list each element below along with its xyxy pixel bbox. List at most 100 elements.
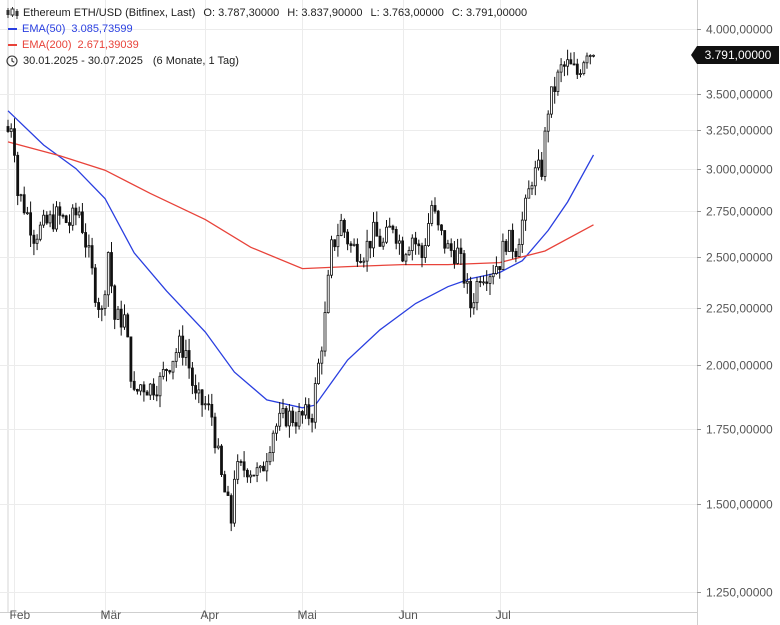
candle [284, 406, 288, 428]
candle [155, 385, 159, 402]
candle [427, 213, 430, 247]
candle-body [475, 280, 479, 304]
candle-body [200, 389, 204, 406]
candle-body [472, 302, 476, 309]
candle [378, 228, 382, 247]
candle-body [569, 59, 573, 65]
candle [126, 312, 130, 338]
candle [579, 69, 582, 78]
candle [51, 203, 55, 232]
candle-body [113, 285, 117, 320]
candle [330, 235, 333, 279]
candle-body [553, 86, 557, 93]
candle-body [452, 250, 456, 264]
candle-body [87, 245, 91, 248]
y-tick-label: 2.000,00000 [706, 359, 773, 373]
candle-body [410, 237, 414, 251]
candle-body [9, 128, 13, 132]
candle-body [368, 240, 372, 249]
candle-body [291, 410, 295, 424]
candle-body [64, 215, 68, 223]
ema50-line [7, 110, 595, 409]
candle [472, 293, 476, 315]
candle-body [469, 280, 473, 309]
candle-body [572, 63, 576, 66]
candle [527, 180, 531, 199]
candle [320, 346, 324, 375]
candle-body [110, 252, 113, 287]
candle [220, 444, 223, 477]
candle [517, 238, 521, 257]
candle [388, 217, 392, 228]
candle-body [352, 243, 356, 246]
candle-body [126, 314, 130, 338]
legend-ema200[interactable]: EMA(200) 2.671,39039 [6, 37, 535, 53]
candle [174, 348, 178, 368]
date-range-detail: (6 Monate, 1 Tag) [152, 55, 239, 67]
candle-body [19, 194, 23, 197]
y-tick-label: 2.750,00000 [706, 205, 773, 219]
candle [556, 69, 560, 96]
candle [368, 240, 372, 259]
candle [511, 223, 515, 259]
candle-body [530, 185, 534, 190]
candle-body [391, 225, 395, 230]
candle-body [488, 276, 492, 284]
candle-body [491, 273, 495, 278]
candle [469, 276, 473, 318]
candle [229, 493, 233, 532]
legend-ema50[interactable]: EMA(50) 3.085,73599 [6, 21, 535, 37]
candle-body [537, 159, 540, 169]
y-tick-label: 3.000,00000 [706, 163, 773, 177]
candle-body [123, 314, 126, 328]
candle-body [540, 159, 544, 177]
candle [385, 220, 388, 244]
candle [456, 238, 460, 265]
candle [588, 54, 592, 65]
candle [258, 465, 262, 473]
candle [242, 451, 246, 478]
high-value: H: 3.837,90000 [287, 7, 363, 19]
candle-body [533, 167, 537, 187]
candle-body [258, 465, 262, 469]
candle-body [6, 126, 10, 132]
candle-body [106, 252, 110, 296]
candle [110, 242, 113, 294]
candle [423, 238, 427, 263]
candle-body [543, 130, 547, 177]
candle [245, 468, 249, 483]
candle [352, 238, 356, 247]
date-range-row: 30.01.2025 - 30.07.2025 (6 Monate, 1 Tag… [6, 53, 535, 69]
candle-body [187, 350, 191, 369]
candle-body [465, 280, 469, 284]
candle [485, 270, 489, 291]
candle [563, 61, 566, 77]
chart-legend: Ethereum ETH/USD (Bitfinex, Last) O: 3.7… [6, 5, 535, 69]
candle-body [407, 249, 411, 256]
candle [546, 110, 550, 143]
candle-body [436, 210, 440, 226]
candle [226, 485, 230, 496]
candle [365, 229, 369, 272]
candle [436, 209, 440, 231]
candle [575, 58, 579, 79]
candle-body [404, 254, 408, 262]
candle [200, 389, 204, 417]
candle-body [287, 410, 291, 427]
candle [135, 388, 139, 395]
y-tick-label: 3.500,00000 [706, 88, 773, 102]
candle [498, 266, 502, 279]
candle [32, 229, 36, 256]
candle [372, 212, 375, 257]
candle-body [592, 54, 595, 57]
x-tick-label: Apr [201, 608, 220, 622]
candle [145, 390, 149, 396]
candle-body [48, 214, 52, 224]
candle-body [330, 239, 333, 276]
clock-icon [6, 55, 18, 67]
candle [414, 231, 418, 255]
candle [566, 49, 569, 76]
candle [342, 218, 346, 238]
candle-body [575, 63, 579, 75]
